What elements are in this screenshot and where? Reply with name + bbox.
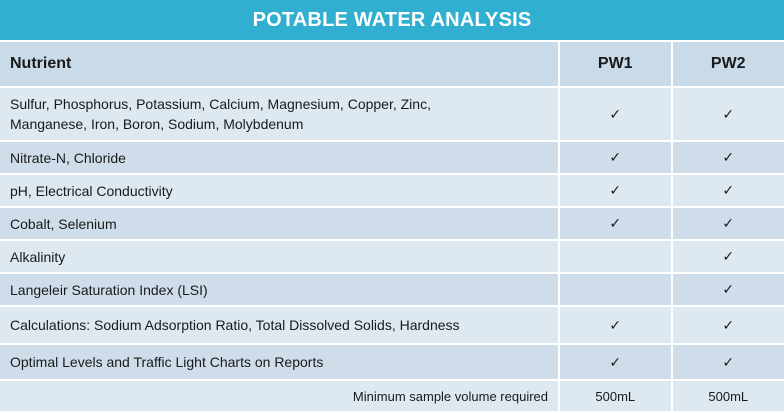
min-volume-label: Minimum sample volume required: [0, 380, 560, 413]
pw1-check-icon: ✓: [559, 87, 673, 142]
nutrient-label: Nitrate-N, Chloride: [0, 141, 560, 175]
pw2-check-icon: ✓: [671, 207, 784, 241]
page-title: POTABLE WATER ANALYSIS: [252, 8, 532, 31]
nutrient-label-line1: Sulfur, Phosphorus, Potassium, Calcium, …: [10, 96, 431, 112]
table-row: Nitrate-N, Chloride ✓ ✓: [0, 141, 784, 175]
header-pw2: PW2: [671, 42, 784, 88]
header-nutrient: Nutrient: [0, 42, 560, 88]
pw2-check-icon: ✓: [671, 87, 784, 142]
pw2-check-icon: ✓: [671, 174, 784, 208]
footer-row: Minimum sample volume required 500mL 500…: [0, 380, 784, 413]
pw1-check-icon: ✓: [559, 306, 673, 345]
table-row: Langeleir Saturation Index (LSI) ✓: [0, 273, 784, 307]
pw2-volume: 500mL: [671, 380, 784, 413]
pw1-check-icon: ✓: [559, 344, 673, 381]
table-header-row: Nutrient PW1 PW2: [0, 42, 784, 88]
nutrient-cell: Sulfur, Phosphorus, Potassium, Calcium, …: [0, 87, 560, 142]
pw2-check-icon: ✓: [671, 306, 784, 345]
nutrient-label: pH, Electrical Conductivity: [0, 174, 560, 208]
pw2-check-icon: ✓: [671, 344, 784, 381]
header-pw1: PW1: [559, 42, 673, 88]
nutrient-label: Alkalinity: [0, 240, 560, 274]
table-row: Optimal Levels and Traffic Light Charts …: [0, 344, 784, 381]
pw2-check-icon: ✓: [671, 273, 784, 307]
pw1-check-icon: ✓: [559, 141, 673, 175]
pw1-empty-cell: [559, 240, 673, 274]
pw1-check-icon: ✓: [559, 207, 673, 241]
nutrient-label-line2: Manganese, Iron, Boron, Sodium, Molybden…: [10, 116, 304, 132]
table-row: pH, Electrical Conductivity ✓ ✓: [0, 174, 784, 208]
table-row: Sulfur, Phosphorus, Potassium, Calcium, …: [0, 87, 784, 142]
pw2-check-icon: ✓: [671, 240, 784, 274]
nutrient-label: Calculations: Sodium Adsorption Ratio, T…: [0, 306, 560, 345]
analysis-table: Nutrient PW1 PW2 Sulfur, Phosphorus, Pot…: [0, 42, 784, 413]
nutrient-label: Cobalt, Selenium: [0, 207, 560, 241]
pw1-check-icon: ✓: [559, 174, 673, 208]
pw2-check-icon: ✓: [671, 141, 784, 175]
table-row: Cobalt, Selenium ✓ ✓: [0, 207, 784, 241]
nutrient-label: Langeleir Saturation Index (LSI): [0, 273, 560, 307]
nutrient-label: Optimal Levels and Traffic Light Charts …: [0, 344, 560, 381]
title-banner: POTABLE WATER ANALYSIS: [0, 0, 784, 40]
table-row: Alkalinity ✓: [0, 240, 784, 274]
pw1-volume: 500mL: [559, 380, 673, 413]
table-row: Calculations: Sodium Adsorption Ratio, T…: [0, 306, 784, 345]
pw1-empty-cell: [559, 273, 673, 307]
